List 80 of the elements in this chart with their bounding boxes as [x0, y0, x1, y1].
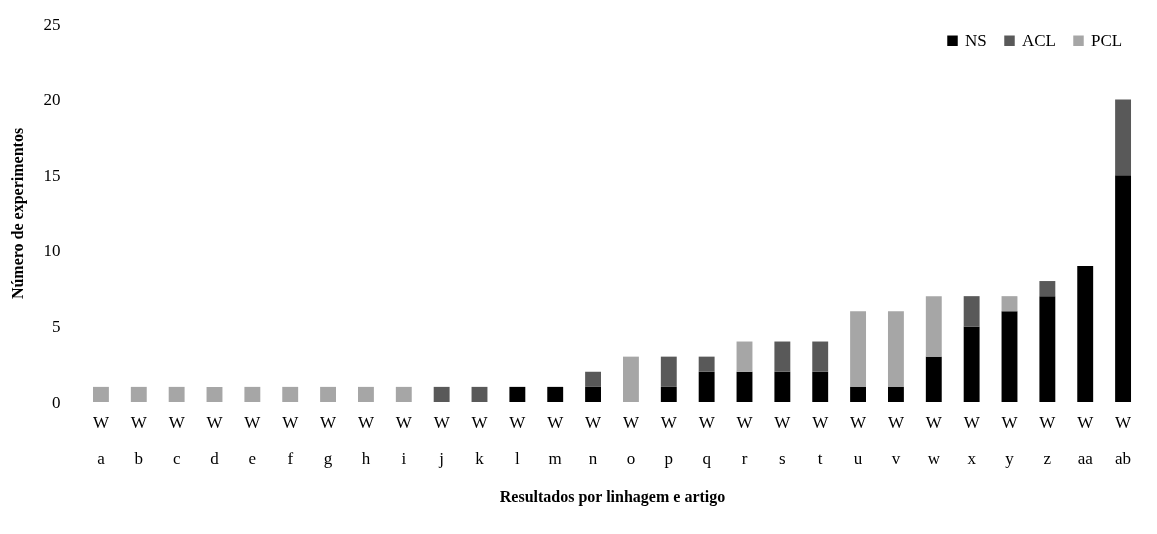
- bar: [774, 341, 791, 372]
- y-tick-label: 5: [52, 316, 61, 336]
- x-tick-label: W y: [1001, 412, 1019, 468]
- bar: [585, 371, 602, 387]
- bar: [887, 386, 904, 402]
- bar: [547, 386, 564, 402]
- legend-label: NS: [965, 30, 987, 50]
- x-tick-label: W t: [812, 412, 830, 468]
- x-tick-label: W e: [244, 412, 262, 468]
- bar: [963, 326, 980, 402]
- y-tick-label: 15: [43, 165, 61, 185]
- x-tick-label: W d: [206, 412, 224, 468]
- x-tick-label: W n: [585, 412, 603, 468]
- y-tick-label: 25: [43, 14, 61, 34]
- bar: [1039, 281, 1056, 297]
- x-tick-label: W i: [395, 412, 413, 468]
- x-tick-label: W j: [433, 412, 451, 468]
- bar: [1077, 265, 1094, 402]
- x-tick-label: W f: [282, 412, 300, 468]
- y-axis-title: Número de experimentos: [8, 127, 27, 300]
- x-tick-label: W p: [660, 412, 678, 468]
- x-tick-label: W a: [92, 412, 110, 468]
- x-tick-label: W h: [357, 412, 375, 468]
- x-tick-label: W s: [774, 412, 792, 468]
- bar: [320, 386, 337, 402]
- bar: [925, 296, 942, 357]
- bar: [698, 371, 715, 402]
- x-tick-label: W m: [547, 412, 565, 468]
- bar: [1115, 175, 1132, 402]
- bar: [357, 386, 374, 402]
- bar: [660, 356, 677, 387]
- bar: [1039, 296, 1056, 402]
- legend-label: PCL: [1091, 30, 1123, 50]
- x-tick-label: W aa: [1077, 412, 1095, 468]
- bar: [812, 341, 829, 372]
- bar: [963, 296, 980, 327]
- bar: [395, 386, 412, 402]
- bar: [736, 341, 753, 372]
- bar: [774, 371, 791, 402]
- bar: [850, 311, 867, 387]
- x-tick-label: W ab: [1115, 412, 1133, 468]
- x-tick-label: W q: [698, 412, 716, 468]
- legend-label: ACL: [1022, 30, 1056, 50]
- bar: [850, 386, 867, 402]
- x-tick-label: W z: [1039, 412, 1057, 468]
- x-tick-label: W x: [963, 412, 981, 468]
- x-tick-label: W w: [925, 412, 943, 468]
- bar: [1001, 296, 1018, 312]
- x-axis-title: Resultados por linhagem e artigo: [499, 487, 726, 506]
- x-tick-label: W g: [320, 412, 338, 468]
- bar: [925, 356, 942, 402]
- x-tick-label: W v: [887, 412, 905, 468]
- bar: [244, 386, 261, 402]
- x-tick-label: W r: [736, 412, 754, 468]
- bar: [698, 356, 715, 372]
- x-tick-label: W u: [850, 412, 868, 468]
- bar: [433, 386, 450, 402]
- y-tick-label: 20: [43, 90, 61, 110]
- bar: [168, 386, 185, 402]
- bar: [1115, 99, 1132, 176]
- bar: [660, 386, 677, 402]
- bar: [130, 386, 147, 402]
- bar: [509, 386, 526, 402]
- x-tick-label: W c: [168, 412, 186, 468]
- bar: [92, 386, 109, 402]
- y-tick-label: 0: [52, 392, 61, 412]
- bar: [282, 386, 299, 402]
- x-tick-label: W l: [509, 412, 527, 468]
- y-tick-label: 10: [43, 241, 61, 261]
- x-tick-label: W o: [622, 412, 640, 468]
- bar: [206, 386, 223, 402]
- bar: [812, 371, 829, 402]
- bar: [585, 386, 602, 402]
- bar: [471, 386, 488, 402]
- x-tick-label: W b: [130, 412, 148, 468]
- bar: [887, 311, 904, 387]
- bar: [1001, 311, 1018, 402]
- x-tick-label: W k: [471, 412, 489, 468]
- bar: [736, 371, 753, 402]
- bar: [622, 356, 639, 402]
